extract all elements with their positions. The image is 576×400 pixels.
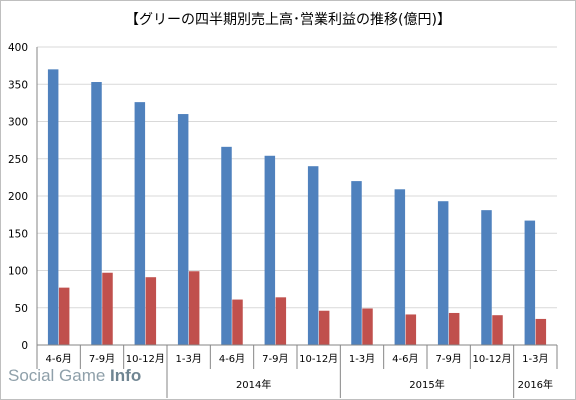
y-tick-label: 400 xyxy=(8,42,28,54)
bar-series-1 xyxy=(177,114,189,345)
bar-series-1 xyxy=(481,210,492,345)
chart-title: 【グリーの四半期別売上高･営業利益の推移(億円)】 xyxy=(125,11,451,28)
y-tick-label: 150 xyxy=(8,228,28,240)
y-tick-label: 250 xyxy=(8,154,28,166)
bar-series-1 xyxy=(47,69,59,345)
bar-series-1 xyxy=(264,155,276,345)
x-category-label: 7-9月 xyxy=(435,353,461,365)
logo-text-strong: Info xyxy=(110,366,142,385)
bar-series-2 xyxy=(188,271,200,345)
x-year-label: 2016年 xyxy=(518,378,553,391)
bar-series-2 xyxy=(232,299,243,345)
y-tick-label: 200 xyxy=(8,191,28,203)
x-category-label: 4-6月 xyxy=(219,353,245,365)
bar-series-1 xyxy=(524,220,536,345)
x-category-label: 4-6月 xyxy=(45,353,71,365)
bar-series-2 xyxy=(318,310,330,345)
x-year-label: 2014年 xyxy=(236,378,271,391)
x-category-label: 4-6月 xyxy=(392,353,418,365)
bar-series-1 xyxy=(351,181,362,345)
y-tick-label: 100 xyxy=(8,266,28,278)
y-tick-label: 350 xyxy=(8,79,28,91)
bar-series-2 xyxy=(145,277,157,345)
bar-series-2 xyxy=(535,318,547,345)
bar-series-1 xyxy=(134,102,146,345)
x-category-label: 7-9月 xyxy=(262,353,288,365)
bar-series-2 xyxy=(492,315,503,345)
y-tick-label: 50 xyxy=(15,303,28,315)
bar-series-2 xyxy=(102,272,113,345)
x-category-label: 1-3月 xyxy=(349,353,375,365)
bar-series-1 xyxy=(437,201,449,345)
x-category-label: 10-12月 xyxy=(126,353,165,365)
bar-series-2 xyxy=(58,287,70,345)
x-year-label: 2015年 xyxy=(409,378,444,391)
x-axis-categories: 4-6月 7-9月 10-12月 1-3月 4-6月 7-9月 10-12月 1-3月 4-6月… xyxy=(45,353,548,365)
y-tick-label: 0 xyxy=(21,340,28,352)
bar-series-1 xyxy=(394,189,406,345)
axes xyxy=(36,47,558,369)
bar-series-1 xyxy=(91,82,102,345)
bar-series-2 xyxy=(275,297,287,345)
bar-series-1 xyxy=(307,166,319,345)
x-category-label: 7-9月 xyxy=(89,353,115,365)
y-tick-label: 300 xyxy=(8,117,28,129)
bar-series-2 xyxy=(448,312,460,345)
x-category-label: 10-12月 xyxy=(299,353,338,365)
bar-series-2 xyxy=(362,308,373,345)
social-game-info-logo: Social Game Info xyxy=(8,366,141,386)
x-category-label: 1-3月 xyxy=(175,353,201,365)
bar-series-1 xyxy=(221,146,232,345)
bar-series-2 xyxy=(405,314,417,345)
x-category-label: 10-12月 xyxy=(472,353,511,365)
x-category-label: 1-3月 xyxy=(522,353,548,365)
x-axis-years: 2014年 2015年 2016年 xyxy=(166,369,553,398)
gridlines xyxy=(37,46,557,309)
y-axis-ticks: 0 50 100 150 200 250 300 350 400 xyxy=(8,42,28,352)
logo-text-light: Social Game xyxy=(8,366,111,385)
bars xyxy=(47,69,547,345)
